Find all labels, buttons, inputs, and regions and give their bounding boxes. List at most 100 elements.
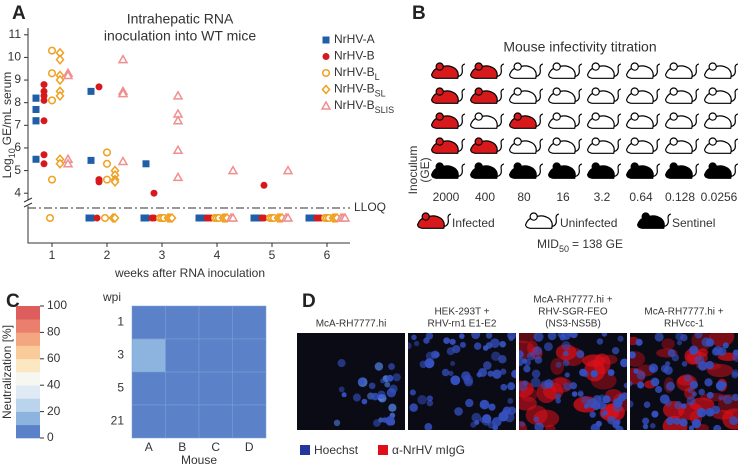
nucleus: [459, 341, 466, 348]
mouse: [587, 137, 622, 154]
y-label-sub: 10: [7, 148, 17, 158]
mouse: [704, 87, 739, 104]
point: [32, 155, 40, 163]
nucleus: [519, 350, 524, 359]
legend-label: NrHV-BSL: [334, 82, 386, 99]
mouse: [626, 87, 661, 104]
nucleus: [459, 333, 465, 339]
stain: [590, 371, 617, 390]
image-label: RHV-rn1 E1-E2: [428, 319, 497, 330]
nucleus: [576, 350, 585, 359]
x-tick-label: 4: [214, 248, 221, 262]
nucleus: [380, 378, 386, 384]
nucleus: [687, 388, 693, 394]
legend-label: NrHV-BSLIS: [334, 98, 394, 115]
nucleus: [479, 400, 488, 409]
point: [47, 46, 57, 55]
nucleus: [718, 395, 724, 401]
y-tick-label: 7: [14, 117, 21, 131]
mouse: [470, 87, 505, 104]
point: [260, 181, 268, 189]
nucleus: [683, 374, 692, 382]
nucleus: [680, 333, 688, 342]
nucleus: [650, 377, 660, 387]
heat-cell: [232, 371, 267, 406]
nucleus: [519, 421, 526, 427]
mouse: [587, 87, 622, 104]
stain: [706, 363, 734, 378]
stain: [545, 424, 556, 430]
legend-label: NrHV-B: [334, 49, 375, 63]
inoculum-label: 3.2: [594, 190, 611, 204]
nucleus: [554, 393, 562, 400]
nucleus: [704, 378, 713, 387]
mouse: [509, 162, 544, 179]
x-tick-label: 1: [49, 248, 56, 262]
inoculum-label: 0.0256: [701, 190, 738, 204]
micrograph: [630, 333, 738, 430]
nucleus: [371, 392, 379, 401]
nucleus: [731, 371, 738, 379]
point: [45, 213, 55, 223]
axis-label: Inoculum: [406, 146, 420, 195]
point: [321, 68, 331, 78]
legend-label: α-NrHV mIgG: [392, 443, 465, 457]
nucleus: [511, 369, 516, 379]
colorbar-band: [16, 306, 40, 320]
row-label: 5: [117, 381, 124, 395]
point: [95, 178, 103, 186]
mouse: [704, 112, 739, 129]
nucleus: [635, 338, 643, 346]
heat-cell: [131, 404, 166, 439]
nucleus: [490, 338, 500, 348]
nucleus: [337, 359, 346, 368]
legend-swatch: [378, 445, 388, 455]
stain: [519, 333, 538, 344]
panel-label: D: [302, 291, 316, 312]
panel-label: B: [412, 3, 426, 24]
nucleus: [713, 424, 722, 430]
y-tick-label: 8: [14, 95, 21, 109]
point: [62, 158, 74, 168]
point: [150, 189, 158, 197]
point: [62, 70, 74, 80]
row-label: 3: [117, 348, 124, 362]
nucleus: [696, 407, 707, 418]
stain: [602, 354, 618, 365]
colorbar-tick-label: 20: [47, 404, 61, 418]
micrograph: [408, 333, 516, 430]
nucleus: [523, 365, 531, 373]
point: [117, 54, 129, 64]
nucleus: [500, 368, 507, 375]
colorbar-tick-label: 40: [47, 377, 61, 391]
inoculum-label: 0.128: [665, 190, 695, 204]
nucleus: [642, 423, 649, 430]
nucleus: [686, 396, 696, 406]
legend-label: Uninfected: [560, 216, 617, 230]
point: [172, 171, 184, 182]
legend-name: NrHV-B: [334, 49, 375, 63]
nucleus: [650, 423, 656, 429]
colorbar-tick-label: 100: [47, 298, 67, 312]
nucleus: [388, 363, 395, 370]
nucleus: [519, 381, 528, 392]
heat-cell: [131, 305, 166, 340]
nucleus: [532, 346, 543, 356]
nucleus: [590, 370, 598, 378]
nucleus: [377, 390, 386, 400]
image-label: HEK-293T +: [434, 307, 489, 318]
mouse: [470, 62, 505, 79]
nucleus: [507, 397, 514, 404]
row-label: 21: [111, 414, 125, 428]
mouse: [626, 162, 661, 179]
nucleus: [643, 401, 651, 408]
nucleus: [596, 338, 604, 345]
nucleus: [555, 398, 561, 404]
nucleus: [655, 385, 663, 394]
legend-mouse: [637, 212, 672, 229]
mouse: [548, 137, 583, 154]
point: [172, 90, 184, 100]
inoculum-label: 80: [517, 190, 531, 204]
mouse: [431, 162, 466, 179]
chart-title: Intrahepatic RNA: [127, 11, 234, 27]
